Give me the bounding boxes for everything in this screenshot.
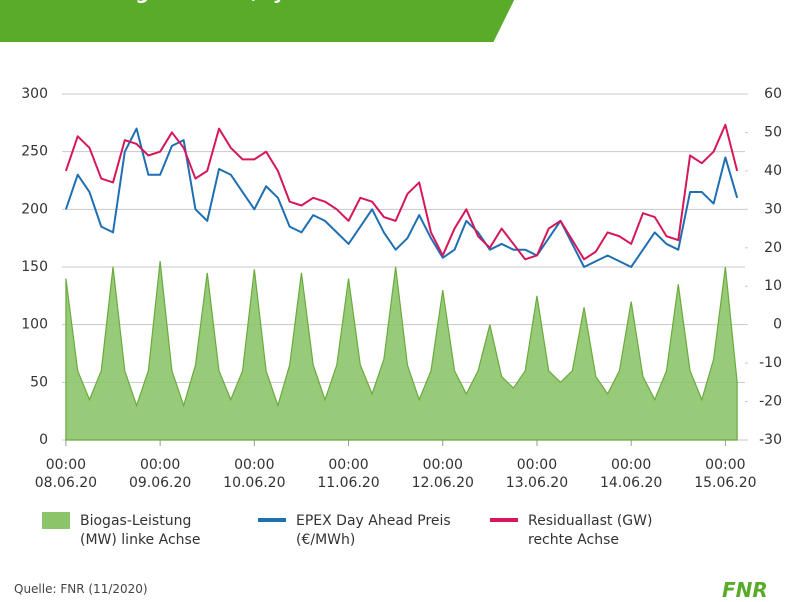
x-tick-label: 00:00 15.06.20 xyxy=(694,457,757,491)
y2-tick-label: 40 xyxy=(764,163,782,179)
y-tick-label: 0 xyxy=(39,432,48,448)
legend-label: EPEX Day Ahead Preis (€/MWh) xyxy=(296,513,451,548)
chart-title: Modulierung bei Netz-/Systemdienlichkeit… xyxy=(14,0,800,8)
y-tick-label: 300 xyxy=(21,86,48,102)
area xyxy=(65,261,738,441)
legend-swatch xyxy=(490,518,518,522)
y2-tick-label: 50 xyxy=(764,124,782,140)
x-tick-label: 00:00 09.06.20 xyxy=(128,457,192,491)
title-banner xyxy=(0,0,525,42)
y2-tick-label: 60 xyxy=(764,86,782,102)
y2-tick-label: 0 xyxy=(773,317,782,333)
y-tick-label: 150 xyxy=(21,259,48,275)
source: Quelle: FNR (11/2020) xyxy=(14,582,148,596)
legend-label: Biogas-Leistung (MW) linke Achse xyxy=(80,513,201,548)
y-tick-label: 250 xyxy=(21,144,48,160)
x-tick-label: 00:00 10.06.20 xyxy=(223,457,286,491)
legend-label: Residuallast (GW) rechte Achse xyxy=(528,513,653,548)
y2-tick-label: 20 xyxy=(764,240,782,256)
y2-tick-label: -30 xyxy=(759,432,782,448)
logo: FNR xyxy=(722,578,768,602)
x-tick-label: 00:00 13.06.20 xyxy=(505,457,569,491)
x-tick-label: 00:00 11.06.20 xyxy=(317,457,380,491)
y2-tick-label: 10 xyxy=(764,278,782,294)
x-tick-label: 00:00 12.06.20 xyxy=(411,457,474,491)
y2-tick-label: -10 xyxy=(759,355,782,371)
y-tick-label: 200 xyxy=(21,201,48,217)
x-tick-label: 00:00 08.06.20 xyxy=(34,457,98,491)
y2-tick-label: 30 xyxy=(764,201,782,217)
line xyxy=(64,123,739,261)
x-tick-label: 00:00 14.06.20 xyxy=(599,457,663,491)
y-tick-label: 100 xyxy=(21,317,48,333)
line xyxy=(64,127,739,268)
legend-swatch xyxy=(258,518,286,522)
legend-swatch xyxy=(42,512,70,529)
y2-tick-label: -20 xyxy=(759,394,782,410)
y-tick-label: 50 xyxy=(30,374,48,390)
